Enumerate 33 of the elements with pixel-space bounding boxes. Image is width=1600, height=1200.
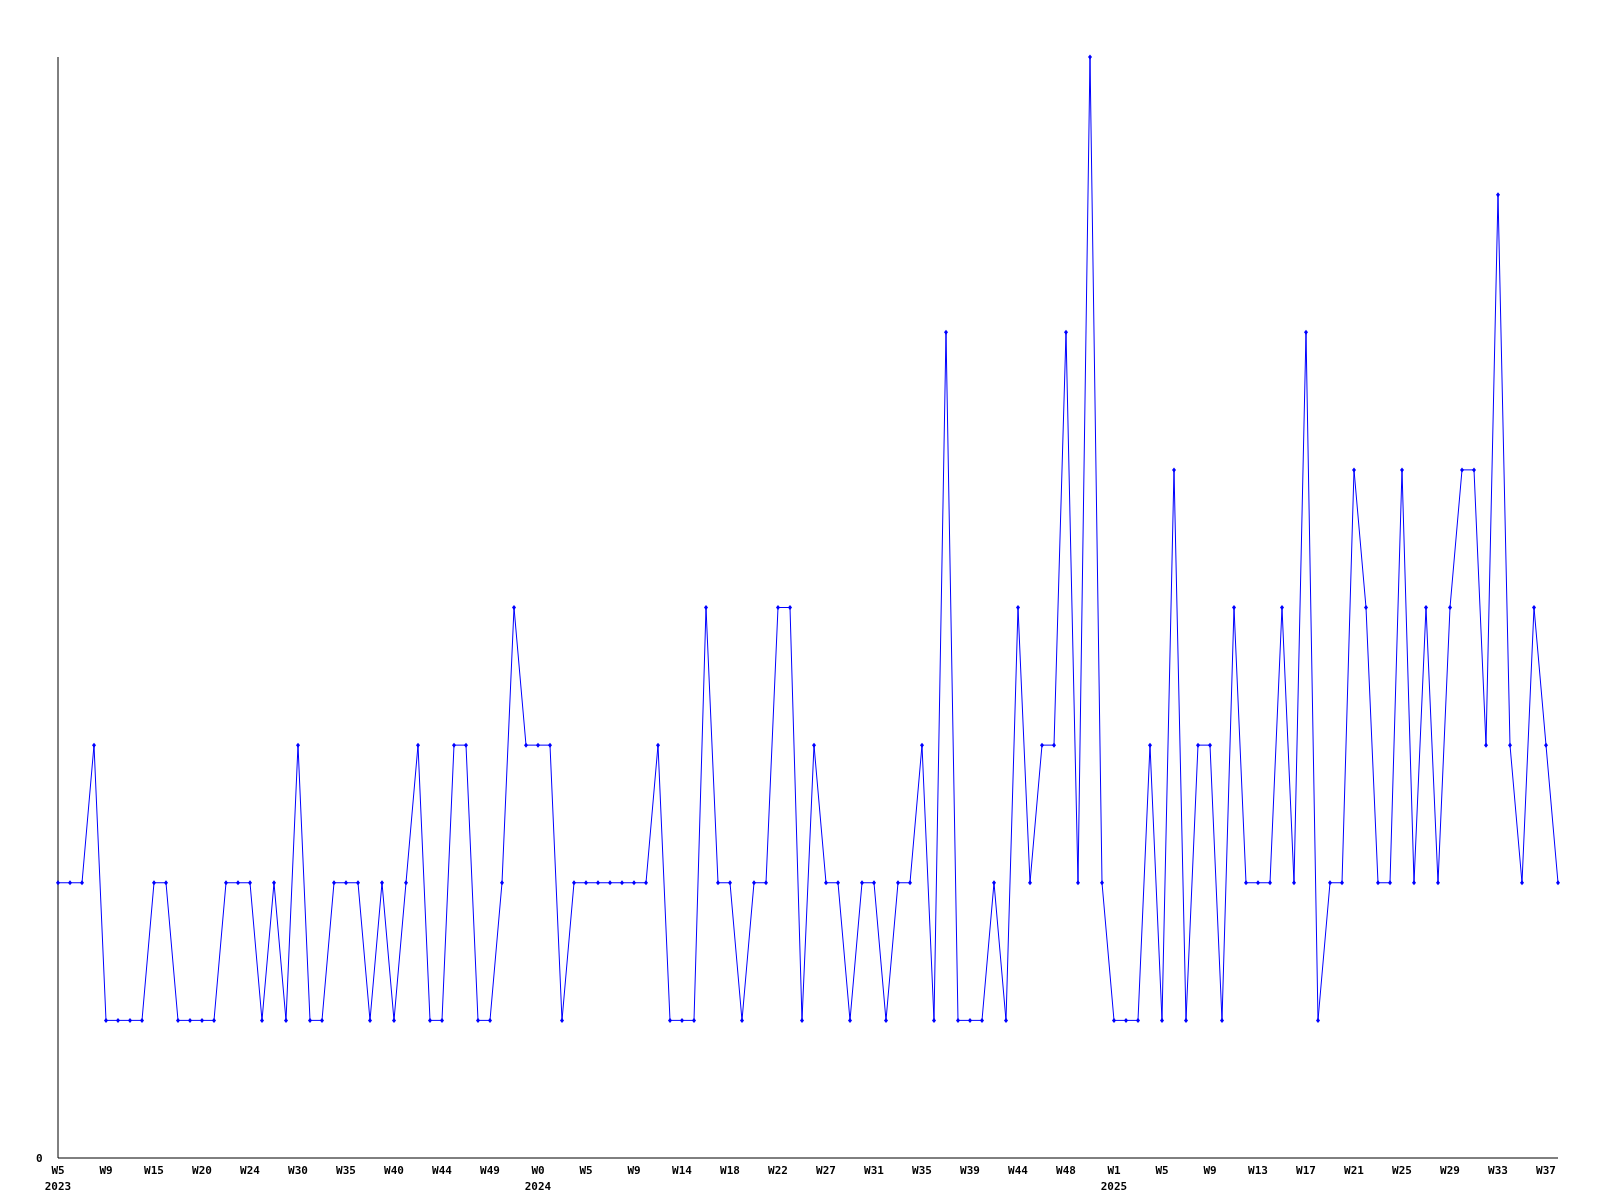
x-tick-label: W17 (1296, 1164, 1316, 1177)
x-tick-label: W1 2025 (1100, 1164, 1128, 1193)
x-tick-label: W22 (768, 1164, 788, 1177)
x-tick-label: W18 (720, 1164, 740, 1177)
x-tick-label: W31 (864, 1164, 885, 1177)
x-tick-label: W35 (336, 1164, 356, 1177)
x-tick-label: W49 (480, 1164, 500, 1177)
x-tick-label: W13 (1248, 1164, 1268, 1177)
x-tick-label: W9 (627, 1164, 641, 1177)
x-tick-label: W44 (1008, 1164, 1029, 1177)
x-tick-label: W44 (432, 1164, 453, 1177)
x-tick-label: W29 (1440, 1164, 1460, 1177)
x-tick-label: W39 (960, 1164, 980, 1177)
x-tick-label: W20 (192, 1164, 212, 1177)
x-tick-label: W27 (816, 1164, 836, 1177)
text: 0 (36, 1152, 43, 1165)
x-tick-label: W33 (1488, 1164, 1508, 1177)
x-tick-label: W5 (1155, 1164, 1169, 1177)
x-tick-label: W15 (144, 1164, 164, 1177)
x-tick-label: W35 (912, 1164, 932, 1177)
x-tick-label: W21 (1344, 1164, 1365, 1177)
x-tick-label: W40 (384, 1164, 404, 1177)
x-tick-label: W25 (1392, 1164, 1412, 1177)
x-tick-label: W48 (1056, 1164, 1076, 1177)
x-tick-label: W30 (288, 1164, 308, 1177)
x-tick-label: W24 (240, 1164, 261, 1177)
x-tick-label: W14 (672, 1164, 693, 1177)
x-tick-label: W37 (1536, 1164, 1556, 1177)
x-tick-label: W5 (579, 1164, 593, 1177)
x-tick-label: W9 (1203, 1164, 1217, 1177)
x-tick-label: W9 (99, 1164, 113, 1177)
x-tick-label: W0 2024 (524, 1164, 552, 1193)
x-tick-label: W5 2023 (44, 1164, 72, 1193)
